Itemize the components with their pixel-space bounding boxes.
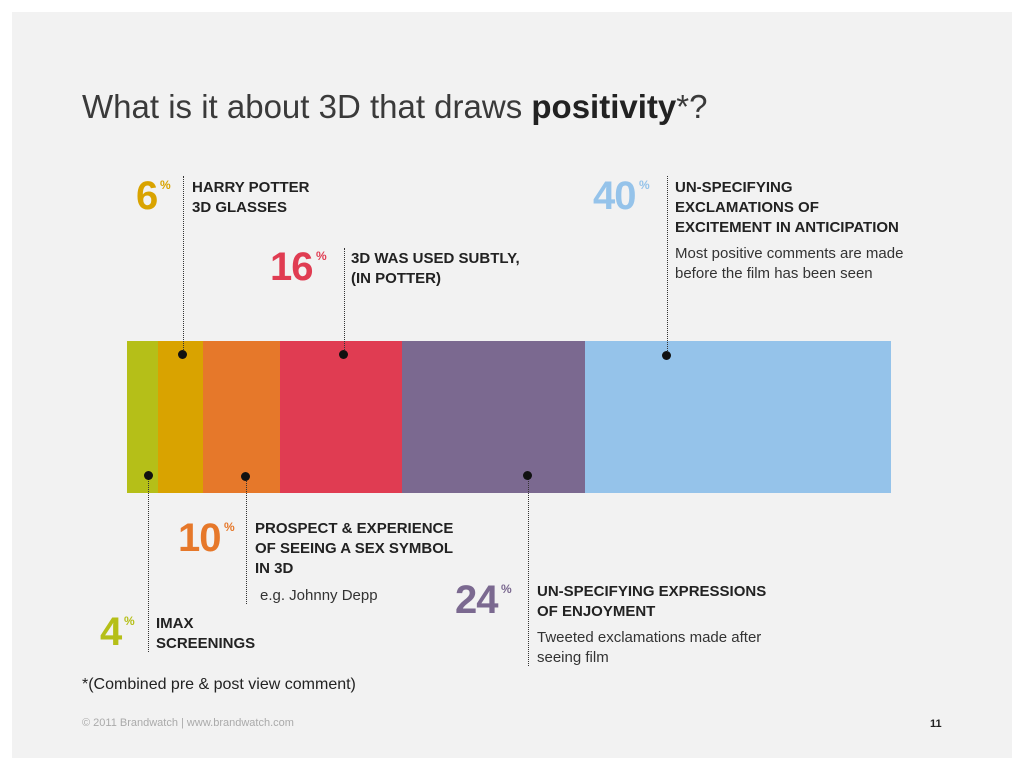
percent-symbol: % <box>639 178 650 192</box>
marker-dot <box>339 350 348 359</box>
bar-segment-16 <box>279 341 403 493</box>
category-label-line: (IN POTTER) <box>351 270 441 287</box>
marker-dot <box>144 471 153 480</box>
leader-line <box>148 475 149 652</box>
category-description-line: e.g. Johnny Depp <box>260 587 378 604</box>
category-description-line: before the film has been seen <box>675 265 873 282</box>
category-label-line: OF SEEING A SEX SYMBOL <box>255 540 454 557</box>
category-label-line: UN-SPECIFYING <box>675 179 793 196</box>
category-label: UN-SPECIFYING EXCLAMATIONS OF EXCITEMENT I… <box>675 178 899 238</box>
category-description-line: seeing film <box>537 649 609 666</box>
category-label: 3D WAS USED SUBTLY, (IN POTTER) <box>351 249 520 289</box>
leader-line <box>528 475 529 666</box>
percent-value: 40 <box>593 174 636 218</box>
bar-segment-10 <box>203 341 280 493</box>
category-label: IMAX SCREENINGS <box>156 614 255 654</box>
leader-line <box>246 476 247 604</box>
category-description: Tweeted exclamations made after seeing fi… <box>537 628 761 668</box>
stacked-bar <box>127 341 891 493</box>
marker-dot <box>241 472 250 481</box>
category-description-line: Tweeted exclamations made after <box>537 629 762 646</box>
category-description-line: Most positive comments are made <box>675 245 904 262</box>
category-label-line: SCREENINGS <box>156 635 256 652</box>
leader-line <box>183 176 184 354</box>
footer-copyright: © 2011 Brandwatch | www.brandwatch.com <box>82 717 294 729</box>
percent-symbol: % <box>224 520 235 534</box>
leader-line <box>667 176 668 355</box>
marker-dot <box>523 471 532 480</box>
category-label-line: HARRY POTTER <box>192 179 310 196</box>
marker-dot <box>662 351 671 360</box>
percent-value: 4 <box>100 610 122 654</box>
category-label-line: OF ENJOYMENT <box>537 603 656 620</box>
bar-segment-6 <box>157 341 204 493</box>
percent-value: 6 <box>136 174 158 218</box>
marker-dot <box>178 350 187 359</box>
category-label: PROSPECT & EXPERIENCE OF SEEING A SEX SYM… <box>255 519 453 579</box>
category-label-line: PROSPECT & EXPERIENCE <box>255 520 454 537</box>
footnote: *(Combined pre & post view comment) <box>82 676 356 693</box>
category-label: HARRY POTTER 3D GLASSES <box>192 178 310 218</box>
category-label-line: 3D WAS USED SUBTLY, <box>351 250 520 267</box>
category-label-line: IN 3D <box>255 560 294 577</box>
leader-line <box>344 248 345 354</box>
category-label-line: UN-SPECIFYING EXPRESSIONS <box>537 583 767 600</box>
percent-symbol: % <box>316 249 327 263</box>
category-label-line: IMAX <box>156 615 194 632</box>
category-label-line: EXCLAMATIONS OF <box>675 199 819 216</box>
percent-value: 10 <box>178 516 221 560</box>
title-emphasis: positivity <box>531 88 677 125</box>
category-label-line: 3D GLASSES <box>192 199 288 216</box>
percent-value: 24 <box>455 578 498 622</box>
category-description: Most positive comments are made before th… <box>675 244 903 284</box>
category-label: UN-SPECIFYING EXPRESSIONS OF ENJOYMENT <box>537 582 766 622</box>
page-number: 11 <box>930 718 942 730</box>
slide-title: What is it about 3D that draws positivit… <box>82 88 708 125</box>
percent-symbol: % <box>124 614 135 628</box>
bar-segment-40 <box>585 341 891 493</box>
bar-segment-24 <box>402 341 586 493</box>
bar-segment-4 <box>127 341 158 493</box>
category-description: e.g. Johnny Depp <box>260 586 378 606</box>
category-label-line: EXCITEMENT IN ANTICIPATION <box>675 219 899 236</box>
percent-symbol: % <box>160 178 171 192</box>
percent-value: 16 <box>270 245 313 289</box>
percent-symbol: % <box>501 582 512 596</box>
